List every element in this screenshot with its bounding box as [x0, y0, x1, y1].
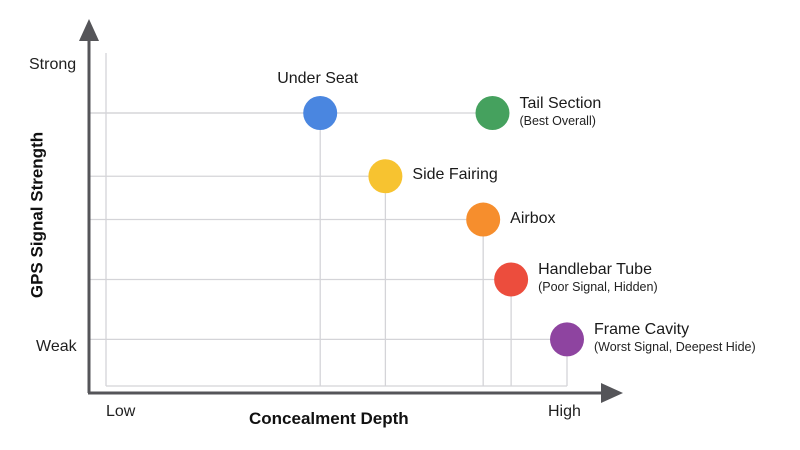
point-label-note: (Poor Signal, Hidden) [538, 280, 658, 295]
point-label-name: Side Fairing [412, 166, 498, 184]
point-label: Tail Section (Best Overall) [519, 96, 601, 128]
point-label-name: Handlebar Tube [538, 261, 652, 279]
point-label: Frame Cavity (Worst Signal, Deepest Hide) [594, 322, 756, 354]
axes [79, 19, 623, 403]
y-axis-arrow-icon [79, 19, 99, 41]
data-point-tail-section [475, 96, 510, 130]
y-axis-title: GPS Signal Strength [27, 131, 47, 299]
x-tick-low: Low [106, 403, 136, 420]
data-point-under-seat [303, 96, 338, 130]
point-label: Under Seat [277, 71, 358, 87]
data-point-frame-cavity [550, 322, 584, 357]
data-point-airbox [466, 202, 501, 237]
y-tick-weak: Weak [36, 338, 77, 355]
point-label: Airbox [510, 209, 556, 227]
data-points [303, 96, 584, 357]
data-point-side-fairing [368, 159, 403, 194]
point-label-note: (Worst Signal, Deepest Hide) [594, 340, 756, 355]
point-label-name: Tail Section [519, 95, 602, 112]
point-label: Handlebar Tube (Poor Signal, Hidden) [538, 262, 658, 294]
x-axis-title: Concealment Depth [249, 409, 409, 428]
grid-lines [89, 53, 568, 387]
data-point-handlebar-tube [494, 262, 529, 297]
point-label: Side Fairing [412, 167, 497, 183]
point-label-name: Under Seat [277, 70, 359, 87]
point-label-name: Airbox [510, 209, 556, 227]
x-axis-arrow-icon [601, 383, 623, 403]
point-label-name: Frame Cavity [594, 321, 690, 339]
point-label-note: (Best Overall) [519, 114, 596, 128]
y-tick-strong: Strong [29, 56, 77, 73]
x-tick-high: High [548, 403, 581, 420]
